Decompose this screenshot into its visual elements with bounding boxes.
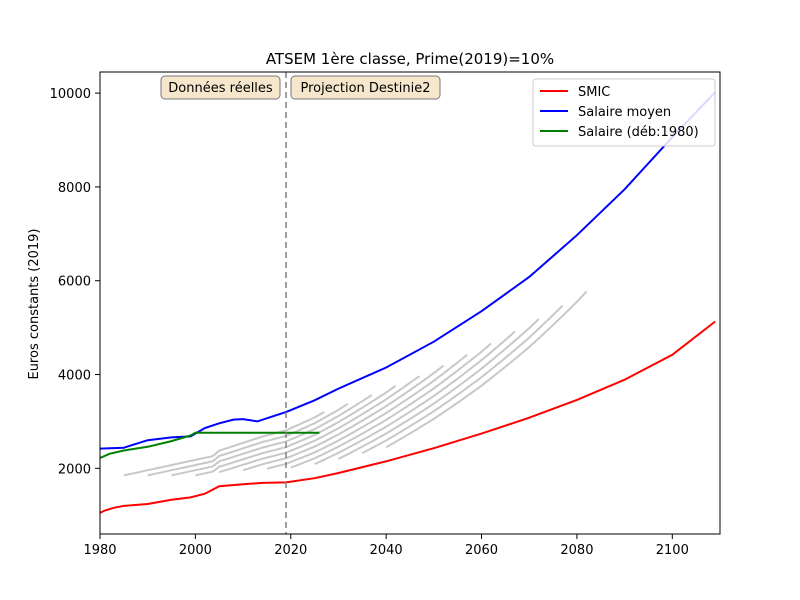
cohort-series-line [171,394,373,477]
x-axis: 1980 2000 2020 2040 2060 2080 2100 [83,534,689,558]
legend-label: Salaire (déb:1980) [578,125,699,140]
legend-label: SMIC [578,85,610,100]
y-tick-label: 10000 [50,87,91,102]
annotation-right-text: Projection Destinie2 [300,81,430,96]
legend-label: Salaire moyen [578,105,671,120]
series-line-2 [99,91,716,450]
x-tick-label: 2020 [274,543,307,558]
x-tick-label: 2000 [179,543,212,558]
cohort-series-line [338,318,540,460]
y-tick-label: 2000 [58,462,91,477]
x-tick-label: 1980 [83,543,116,558]
y-tick-label: 8000 [58,181,91,196]
cohort-series-line [195,384,397,477]
y-axis: 2000 4000 6000 8000 10000 [50,87,100,477]
annotation-right: Projection Destinie2 [290,75,441,100]
cohort-series-line [242,364,445,472]
cohort-series-line [290,342,492,469]
y-axis-label: Euros constants (2019) [27,228,42,379]
cohort-series-line [266,354,468,470]
cohort-series-group [123,290,588,477]
annotation-left-text: Données réelles [168,81,273,96]
cohort-series-line [361,304,564,454]
x-tick-label: 2060 [465,543,498,558]
legend: SMIC Salaire moyen Salaire (déb:1980) [532,78,716,147]
series-line-1 [99,320,716,514]
y-tick-label: 4000 [58,369,91,384]
x-tick-label: 2100 [656,543,689,558]
cohort-series-line [218,375,421,474]
cohort-series-line [385,290,588,449]
annotation-left: Données réelles [160,75,281,100]
x-tick-label: 2080 [560,543,593,558]
x-tick-label: 2040 [370,543,403,558]
series-line-3 [99,431,320,459]
cohort-series-line [314,330,516,466]
annotation-left-box [160,75,281,100]
cohort-series-line [123,411,325,477]
series-group [99,91,716,514]
y-tick-label: 6000 [58,275,91,290]
chart-title: ATSEM 1ère classe, Prime(2019)=10% [266,50,554,68]
cohort-series-line [147,402,349,477]
annotation-right-box [290,75,441,100]
plot-frame [99,71,721,535]
legend-frame [532,78,716,147]
